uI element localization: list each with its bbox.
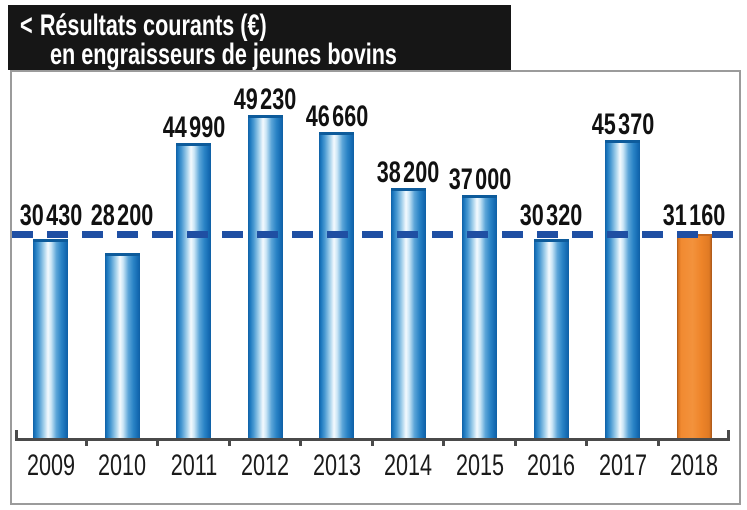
- axis-end-stub-right: [727, 430, 730, 439]
- reference-line: [12, 230, 736, 238]
- x-tick-label-2018: 2018: [670, 449, 719, 482]
- value-label-2015: 37 000: [448, 163, 511, 197]
- value-label-2010: 28 200: [90, 198, 154, 232]
- value-label-2012: 49 230: [233, 83, 297, 116]
- chart-title: < Résultats courants (€) en engraisseurs …: [8, 5, 511, 70]
- x-tick-label-2014: 2014: [384, 449, 433, 482]
- axis-tick: [299, 439, 303, 446]
- value-label-2009: 30 430: [19, 198, 82, 232]
- plot-area: 30 430 2009 28 200 2010 44 990 2011 49 230 2012…: [12, 72, 739, 503]
- bar-2018: [676, 233, 712, 439]
- bar-2010: [104, 253, 140, 439]
- value-label-2014: 38 200: [376, 155, 440, 189]
- chart-title-line1: < Résultats courants (€): [20, 9, 511, 42]
- bar-2016: [533, 239, 569, 439]
- axis-tick: [656, 439, 660, 446]
- axis-tick: [227, 439, 231, 446]
- chart-area: 30 430 2009 28 200 2010 44 990 2011 49 230 2012…: [10, 70, 741, 505]
- x-tick-label-2015: 2015: [455, 449, 504, 482]
- axis-tick: [370, 439, 374, 446]
- bar-2012: [247, 115, 283, 439]
- chart-title-text2: en engraisseurs de jeunes bovins: [50, 38, 397, 71]
- value-label-2011: 44 990: [162, 110, 225, 144]
- x-tick-label-2010: 2010: [98, 449, 147, 482]
- axis-tick: [585, 439, 589, 446]
- axis-end-stub-left: [15, 430, 18, 439]
- x-tick-label-2013: 2013: [312, 449, 361, 482]
- x-tick-label-2012: 2012: [241, 449, 290, 482]
- x-tick-label-2016: 2016: [527, 449, 576, 482]
- bar-2017: [605, 140, 641, 439]
- axis-tick: [84, 439, 88, 446]
- x-tick-label-2011: 2011: [170, 449, 217, 482]
- chart-title-line2: en engraisseurs de jeunes bovins: [20, 38, 511, 71]
- title-marker: <: [20, 9, 33, 42]
- chart-title-text1: Résultats courants (€): [39, 9, 267, 42]
- value-label-2017: 45 370: [591, 108, 654, 142]
- axis-tick: [513, 439, 517, 446]
- value-label-2018: 31 160: [662, 198, 726, 232]
- bar-2009: [33, 238, 69, 439]
- value-label-2016: 30 320: [519, 198, 583, 232]
- bar-2013: [319, 131, 355, 439]
- value-label-2013: 46 660: [305, 99, 368, 133]
- x-tick-label-2017: 2017: [598, 449, 647, 482]
- axis-tick: [156, 439, 160, 446]
- x-tick-label-2009: 2009: [26, 449, 75, 482]
- axis-tick: [442, 439, 446, 446]
- bar-2014: [390, 187, 426, 439]
- bar-2011: [176, 142, 212, 439]
